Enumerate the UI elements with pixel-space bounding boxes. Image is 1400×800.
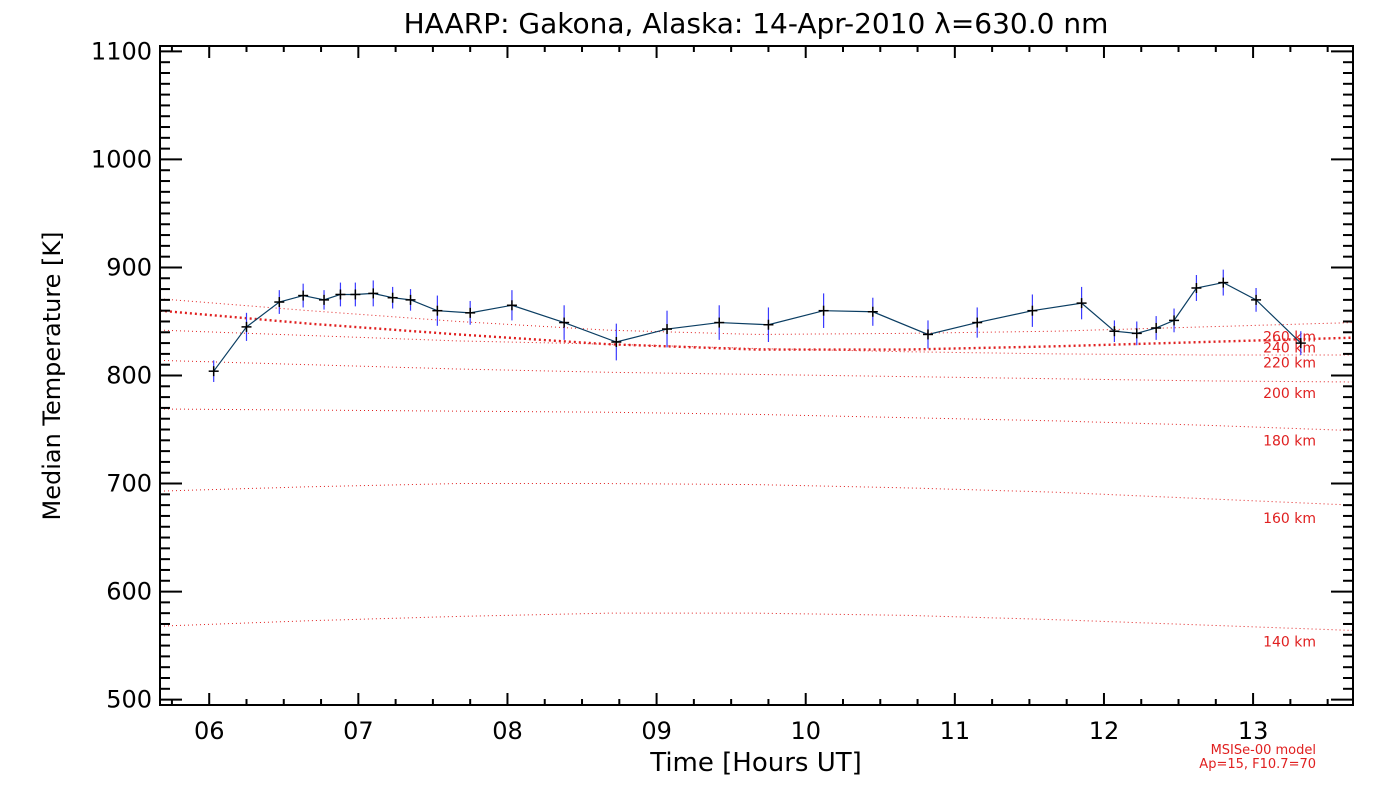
model-curve xyxy=(159,612,1354,631)
model-curve-label: 180 km xyxy=(1263,433,1316,449)
measured-line xyxy=(213,281,1302,372)
model-curve xyxy=(159,408,1354,432)
data-point xyxy=(1295,338,1306,349)
data-point xyxy=(867,306,878,317)
y-tick-label: 1000 xyxy=(91,145,152,173)
data-point xyxy=(319,294,330,305)
model-curve-label: 240 km xyxy=(1263,340,1316,356)
y-tick-label: 600 xyxy=(106,578,152,606)
x-tick-label: 07 xyxy=(343,717,374,745)
model-curve-label: 260 km xyxy=(1263,330,1316,346)
x-tick-label: 13 xyxy=(1238,717,1269,745)
data-point xyxy=(1151,322,1162,333)
x-tick-label: 10 xyxy=(790,717,821,745)
data-point xyxy=(274,297,285,308)
data-point xyxy=(350,289,361,300)
data-point xyxy=(1131,328,1142,339)
data-point xyxy=(1251,294,1262,305)
y-tick-label: 900 xyxy=(106,253,152,281)
plot-frame xyxy=(159,45,1354,706)
model-annotation-line2: Ap=15, F10.7=70 xyxy=(1199,757,1316,772)
chart-title: HAARP: Gakona, Alaska: 14-Apr-2010 λ=630… xyxy=(404,7,1109,40)
data-point xyxy=(559,317,570,328)
data-point xyxy=(208,366,219,377)
data-point xyxy=(763,319,774,330)
data-point xyxy=(241,321,252,332)
model-curve xyxy=(159,309,1354,351)
model-curve-label: 200 km xyxy=(1263,386,1316,402)
data-point xyxy=(1109,326,1120,337)
x-tick-label: 12 xyxy=(1089,717,1120,745)
model-annotation-line1: MSISe-00 model xyxy=(1211,743,1316,758)
x-ticks: 06 07 08 09 10 11 12 13 xyxy=(170,46,1329,745)
model-curve xyxy=(159,329,1353,356)
measured-series xyxy=(208,277,1306,377)
data-point xyxy=(972,317,983,328)
model-curve-label: 160 km xyxy=(1263,511,1316,527)
data-point xyxy=(1076,298,1087,309)
data-point xyxy=(662,324,673,335)
data-point xyxy=(335,289,346,300)
model-curve-label: 140 km xyxy=(1263,634,1316,650)
x-axis-label: Time [Hours UT] xyxy=(649,748,862,778)
model-curve-label: 220 km xyxy=(1263,356,1316,372)
y-tick-label: 700 xyxy=(106,470,152,498)
data-point xyxy=(465,307,476,318)
model-curve xyxy=(159,483,1354,506)
model-curves xyxy=(159,298,1354,631)
x-tick-label: 11 xyxy=(940,717,971,745)
data-point xyxy=(1218,277,1229,288)
data-point xyxy=(922,329,933,340)
x-tick-label: 09 xyxy=(641,717,672,745)
data-point xyxy=(405,294,416,305)
x-tick-label: 06 xyxy=(194,717,225,745)
data-point xyxy=(368,288,379,299)
data-point xyxy=(506,300,517,311)
data-point xyxy=(1191,282,1202,293)
x-tick-label: 08 xyxy=(492,717,523,745)
data-point xyxy=(714,317,725,328)
y-tick-label: 500 xyxy=(106,686,152,714)
y-tick-label: 1100 xyxy=(91,37,152,65)
data-point xyxy=(298,290,309,301)
data-point xyxy=(1169,315,1180,326)
error-bars xyxy=(213,269,1302,382)
data-point xyxy=(818,305,829,316)
y-ticks: 500 600 700 800 900 1000 1100 xyxy=(91,37,1353,714)
y-axis-label: Median Temperature [K] xyxy=(38,231,66,520)
model-curve xyxy=(159,359,1354,383)
data-point xyxy=(1027,305,1038,316)
data-point xyxy=(387,292,398,303)
data-point xyxy=(432,305,443,316)
y-tick-label: 800 xyxy=(106,362,152,390)
data-point xyxy=(611,337,622,348)
